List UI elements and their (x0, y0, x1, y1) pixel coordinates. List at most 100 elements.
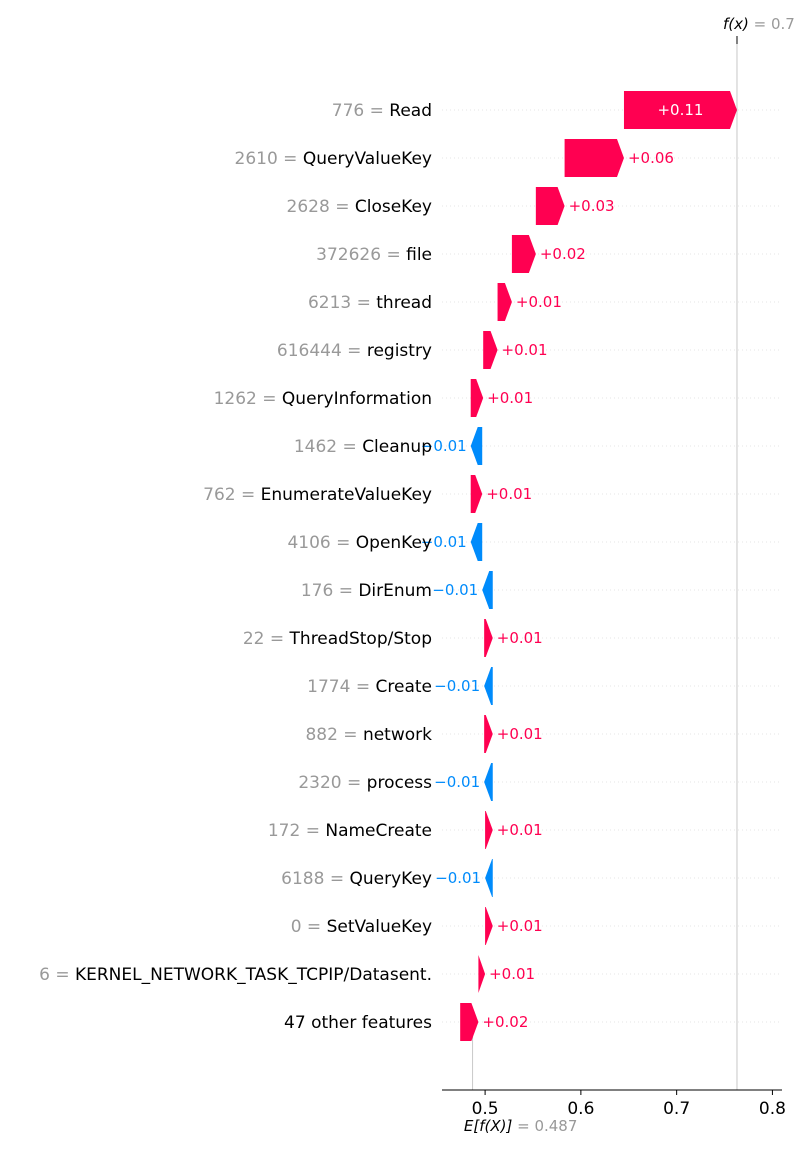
feature-label: 22 = ThreadStop/Stop (243, 629, 432, 649)
feature-name: thread (376, 293, 432, 313)
feature-label: 776 = Read (332, 101, 432, 121)
negative-contribution-bar (484, 667, 493, 705)
feature-value: 2610 = (235, 149, 303, 169)
feature-label: 47 other features (284, 1013, 432, 1033)
feature-label: 6213 = thread (308, 293, 432, 313)
final-value-annotation: f(x) = 0.7 (723, 15, 795, 33)
feature-value: 372626 = (316, 245, 406, 265)
feature-label: 6188 = QueryKey (281, 869, 432, 889)
positive-contribution-bar (478, 955, 486, 993)
feature-value: 6213 = (308, 293, 376, 313)
row-gridlines (442, 109, 782, 1023)
fx-annotation: f(x) = 0.7 (723, 15, 795, 44)
feature-name: Read (389, 101, 432, 121)
feature-name: file (406, 245, 432, 265)
negative-contribution-bar (485, 859, 493, 897)
contribution-label: +0.03 (569, 197, 615, 215)
feature-label: 762 = EnumerateValueKey (203, 485, 432, 505)
feature-label: 176 = DirEnum (301, 581, 432, 601)
feature-label: 2320 = process (298, 773, 432, 793)
base-value-number: = 0.487 (512, 1117, 577, 1135)
feature-value: 172 = (268, 821, 326, 841)
feature-name: KERNEL_NETWORK_TASK_TCPIP/Datasent. (75, 965, 432, 985)
feature-value: 762 = (203, 485, 261, 505)
feature-value: 1774 = (307, 677, 375, 697)
feature-label: 1774 = Create (307, 677, 432, 697)
final-value-label: f(x) (723, 15, 749, 33)
contribution-label: +0.01 (497, 725, 543, 743)
feature-label: 4106 = OpenKey (287, 533, 432, 553)
feature-name: QueryKey (350, 869, 433, 889)
contribution-label: −0.01 (434, 677, 480, 695)
feature-value: 2628 = (287, 197, 355, 217)
positive-contribution-bar (511, 235, 536, 273)
feature-labels: 776 = Read 2610 = QueryValueKey 2628 = Clo… (39, 101, 432, 1033)
feature-label: 1462 = Cleanup (294, 437, 432, 457)
positive-contribution-bar (460, 1003, 479, 1041)
feature-name: registry (367, 341, 432, 361)
contribution-label: −0.01 (421, 437, 467, 455)
feature-value: 176 = (301, 581, 359, 601)
contribution-label: +0.02 (540, 245, 586, 263)
feature-name: Cleanup (362, 437, 432, 457)
feature-name: DirEnum (358, 581, 432, 601)
feature-value: 22 = (243, 629, 290, 649)
contribution-label: +0.01 (502, 341, 548, 359)
feature-name: QueryInformation (282, 389, 432, 409)
feature-name: OpenKey (356, 533, 432, 553)
positive-contribution-bar (470, 379, 484, 417)
feature-value: 1262 = (214, 389, 282, 409)
final-value-number: = 0.7 (749, 15, 795, 33)
feature-label: 6 = KERNEL_NETWORK_TASK_TCPIP/Datasent. (39, 965, 432, 985)
contribution-label: +0.01 (497, 821, 543, 839)
feature-label: 372626 = file (316, 245, 432, 265)
base-value-label: E[f(X)] (464, 1117, 513, 1135)
feature-label: 2610 = QueryValueKey (235, 149, 433, 169)
feature-name: SetValueKey (327, 917, 432, 937)
feature-value: 1462 = (294, 437, 362, 457)
negative-contribution-bar (482, 571, 493, 609)
negative-contribution-bar (470, 523, 483, 561)
positive-contribution-bar (485, 907, 493, 945)
x-axis: 0.5 0.6 0.7 0.8 E[f(X)] = 0.487 (442, 1089, 786, 1135)
x-tick-label: 0.8 (759, 1099, 786, 1119)
positive-contribution-bar (623, 91, 737, 129)
contribution-label: +0.01 (487, 389, 533, 407)
feature-value: 0 = (291, 917, 327, 937)
negative-contribution-bar (484, 763, 493, 801)
contribution-label: +0.11 (657, 101, 703, 119)
feature-value: 2320 = (298, 773, 366, 793)
feature-value: 6 = (39, 965, 75, 985)
contribution-label: +0.06 (628, 149, 674, 167)
feature-label: 172 = NameCreate (268, 821, 432, 841)
positive-contribution-bar (470, 475, 483, 513)
positive-contribution-bar (483, 331, 498, 369)
contribution-label: +0.02 (482, 1013, 528, 1031)
positive-contribution-bar (564, 139, 624, 177)
positive-contribution-bar (535, 187, 565, 225)
contribution-label: −0.01 (421, 533, 467, 551)
contribution-bars: +0.11 +0.06 +0.03 +0.02 +0.01 +0.01 +0.01 −0.01… (421, 91, 737, 1041)
positive-contribution-bar (484, 715, 493, 753)
feature-label: 2628 = CloseKey (287, 197, 432, 217)
x-tick-label: 0.6 (567, 1099, 594, 1119)
negative-contribution-bar (470, 427, 483, 465)
feature-name: Create (376, 677, 433, 697)
feature-label: 882 = network (305, 725, 432, 745)
contribution-label: +0.01 (497, 629, 543, 647)
feature-value: 882 = (305, 725, 363, 745)
feature-name: ThreadStop/Stop (289, 629, 432, 649)
base-value-annotation: E[f(X)] = 0.487 (464, 1117, 578, 1135)
feature-name: QueryValueKey (303, 149, 432, 169)
feature-name: network (363, 725, 432, 745)
positive-contribution-bar (485, 811, 493, 849)
contribution-label: −0.01 (432, 581, 478, 599)
feature-name: EnumerateValueKey (261, 485, 432, 505)
contribution-label: +0.01 (486, 485, 532, 503)
contribution-label: +0.01 (497, 917, 543, 935)
feature-name: process (367, 773, 432, 793)
feature-label: 616444 = registry (277, 341, 432, 361)
feature-name: CloseKey (355, 197, 432, 217)
feature-name: 47 other features (284, 1013, 432, 1033)
